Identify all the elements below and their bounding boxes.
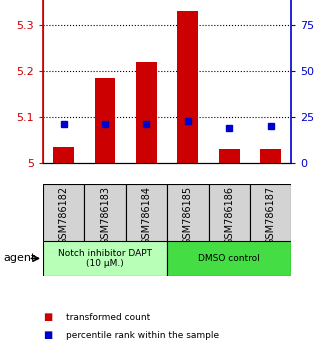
Bar bbox=[95, 78, 116, 163]
Bar bbox=[167, 241, 291, 276]
Bar bbox=[167, 184, 209, 241]
Text: GSM786182: GSM786182 bbox=[59, 186, 69, 245]
Bar bbox=[53, 147, 74, 163]
Bar bbox=[136, 62, 157, 163]
Bar bbox=[260, 149, 281, 163]
Bar bbox=[126, 184, 167, 241]
Bar bbox=[84, 184, 126, 241]
Text: ■: ■ bbox=[43, 330, 52, 340]
Bar bbox=[250, 184, 291, 241]
Text: ■: ■ bbox=[43, 312, 52, 322]
Text: percentile rank within the sample: percentile rank within the sample bbox=[66, 331, 219, 340]
Bar bbox=[219, 149, 240, 163]
Text: GSM786186: GSM786186 bbox=[224, 186, 234, 245]
Text: Notch inhibitor DAPT
(10 μM.): Notch inhibitor DAPT (10 μM.) bbox=[58, 249, 152, 268]
Text: GSM786184: GSM786184 bbox=[141, 186, 152, 245]
Text: DMSO control: DMSO control bbox=[198, 254, 260, 263]
Text: agent: agent bbox=[3, 253, 36, 263]
Bar bbox=[43, 184, 84, 241]
Bar bbox=[209, 184, 250, 241]
Text: transformed count: transformed count bbox=[66, 313, 151, 322]
Text: GSM786187: GSM786187 bbox=[265, 186, 276, 245]
Bar bbox=[177, 11, 198, 163]
Text: GSM786183: GSM786183 bbox=[100, 186, 110, 245]
Text: GSM786185: GSM786185 bbox=[183, 186, 193, 245]
Bar bbox=[43, 241, 167, 276]
